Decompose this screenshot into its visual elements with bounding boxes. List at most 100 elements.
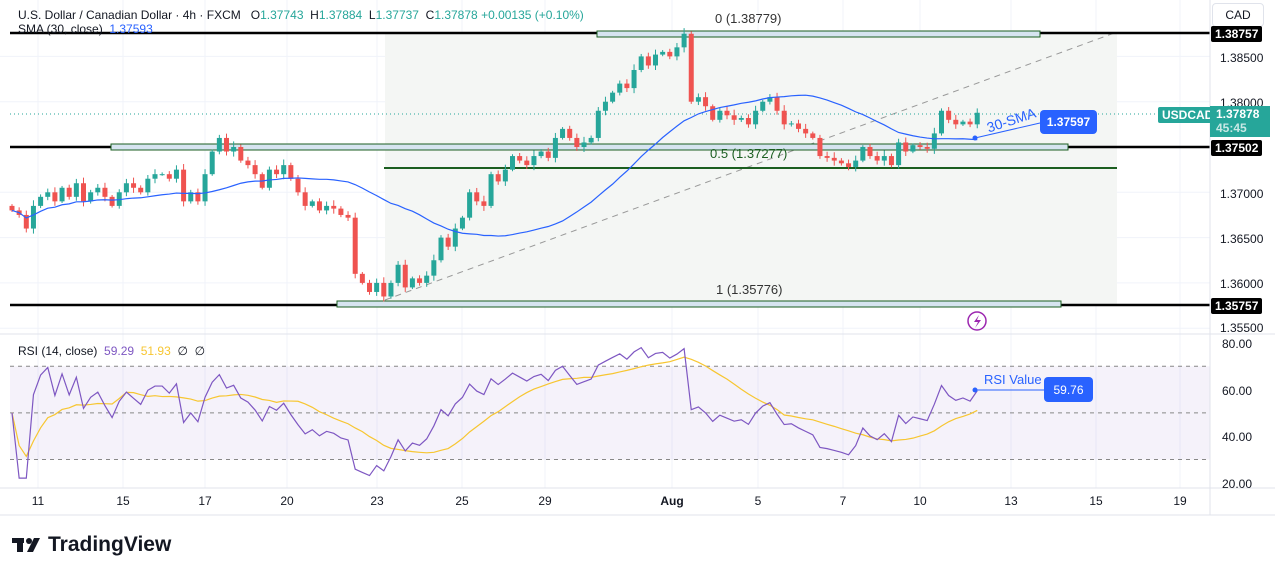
candle-body xyxy=(173,169,179,179)
candle-body xyxy=(195,192,201,202)
candle-body xyxy=(796,123,801,129)
price-tick: 1.36500 xyxy=(1220,232,1264,246)
high-label: H xyxy=(310,8,319,22)
high-value: 1.37884 xyxy=(318,8,363,22)
sma-line xyxy=(11,94,978,237)
candle-body xyxy=(159,174,165,176)
candle-body xyxy=(817,137,823,157)
fib-trend-line xyxy=(384,31,1118,301)
candle-body xyxy=(903,142,909,152)
time-tick: 15 xyxy=(116,494,130,508)
candle-body xyxy=(495,174,501,182)
candle-body xyxy=(324,205,330,211)
candle-body xyxy=(831,157,837,161)
tradingview-logo-icon xyxy=(12,538,40,552)
candle-body xyxy=(316,201,322,211)
rsi-callout[interactable]: 59.76 xyxy=(1044,377,1093,402)
candle-body xyxy=(395,264,401,283)
candle-body xyxy=(288,165,294,179)
price-tick: 1.35500 xyxy=(1220,321,1264,335)
candle-body xyxy=(853,160,859,167)
candle-body xyxy=(474,192,480,202)
sma-callout-pointer xyxy=(974,122,1041,139)
candle-body xyxy=(445,237,451,247)
candle-body xyxy=(23,214,29,229)
candle-body xyxy=(188,192,194,202)
lightning-icon-bolt xyxy=(974,315,981,328)
candle-body xyxy=(953,119,959,125)
candle-body xyxy=(45,192,51,197)
time-tick: 17 xyxy=(198,494,212,508)
candle-body xyxy=(73,183,79,197)
low-value: 1.37737 xyxy=(375,8,419,22)
candle-body xyxy=(581,142,587,147)
open-label: O xyxy=(250,8,261,22)
candle-body xyxy=(710,106,716,120)
candle-body xyxy=(409,278,415,288)
candle-body xyxy=(524,160,530,166)
tradingview-logo[interactable]: TradingView xyxy=(12,533,171,557)
candle-body xyxy=(931,133,937,149)
candle-body xyxy=(703,97,709,107)
currency-button[interactable]: CAD xyxy=(1212,3,1264,27)
time-tick: 29 xyxy=(538,494,552,508)
candle-body xyxy=(367,282,372,292)
candle-body xyxy=(924,147,930,149)
candle-body xyxy=(166,174,172,179)
candle-body xyxy=(138,187,144,193)
candle-body xyxy=(824,156,830,158)
candle-body xyxy=(102,187,108,197)
candle-body xyxy=(660,51,666,55)
sma-callout-dot xyxy=(972,135,978,141)
time-tick: 15 xyxy=(1089,494,1103,508)
fib-level-zone xyxy=(336,300,1062,308)
price-tick: 1.38500 xyxy=(1220,51,1264,65)
fib-level-zone xyxy=(596,30,1041,38)
candle-body xyxy=(967,121,973,125)
candle-body xyxy=(645,56,651,66)
candle-body xyxy=(567,128,573,138)
candle-body xyxy=(874,156,880,161)
candle-body xyxy=(745,118,751,125)
candle-body xyxy=(595,110,601,138)
level-tag-bottom: 1.35757 xyxy=(1211,298,1263,314)
candle-body xyxy=(602,101,608,111)
change-value: +0.00135 (+0.10%) xyxy=(481,8,584,22)
candle-body xyxy=(531,156,537,166)
candle-body xyxy=(838,160,844,164)
low-label: L xyxy=(368,8,376,22)
candle-body xyxy=(417,278,423,283)
candle-body xyxy=(52,192,58,202)
candle-body xyxy=(109,196,115,206)
candle-body xyxy=(667,51,673,57)
candle-body xyxy=(281,165,287,175)
sma-callout[interactable]: 1.37597 xyxy=(1040,110,1097,134)
candle-body xyxy=(216,137,222,152)
bar-countdown: 45:45 xyxy=(1216,121,1247,135)
candle-body xyxy=(502,169,508,182)
candle-body xyxy=(309,201,315,206)
candle-body xyxy=(781,110,787,125)
candle-body xyxy=(402,264,408,288)
candle-body xyxy=(974,112,980,125)
candle-body xyxy=(467,192,473,218)
lightning-icon xyxy=(967,311,987,331)
candle-body xyxy=(695,97,701,102)
candle-body xyxy=(896,142,902,166)
rsi-label: RSI (14, close) xyxy=(18,344,98,358)
candle-body xyxy=(488,174,494,206)
candle-body xyxy=(888,156,894,166)
candle-body xyxy=(381,282,387,297)
time-tick: 20 xyxy=(280,494,294,508)
candle-body xyxy=(631,69,637,89)
rsi-legend: RSI (14, close) 59.29 51.93 ∅ ∅ xyxy=(18,344,205,358)
candle-body xyxy=(209,151,215,175)
price-tick: 1.36000 xyxy=(1220,277,1264,291)
candle-body xyxy=(510,156,515,170)
rsi-tick: 80.00 xyxy=(1222,337,1253,351)
candle-body xyxy=(960,121,966,125)
candle-body xyxy=(860,147,866,161)
symbol-legend: U.S. Dollar / Canadian Dollar · 4h · FXC… xyxy=(18,8,584,22)
rsi-tick: 20.00 xyxy=(1222,477,1253,491)
